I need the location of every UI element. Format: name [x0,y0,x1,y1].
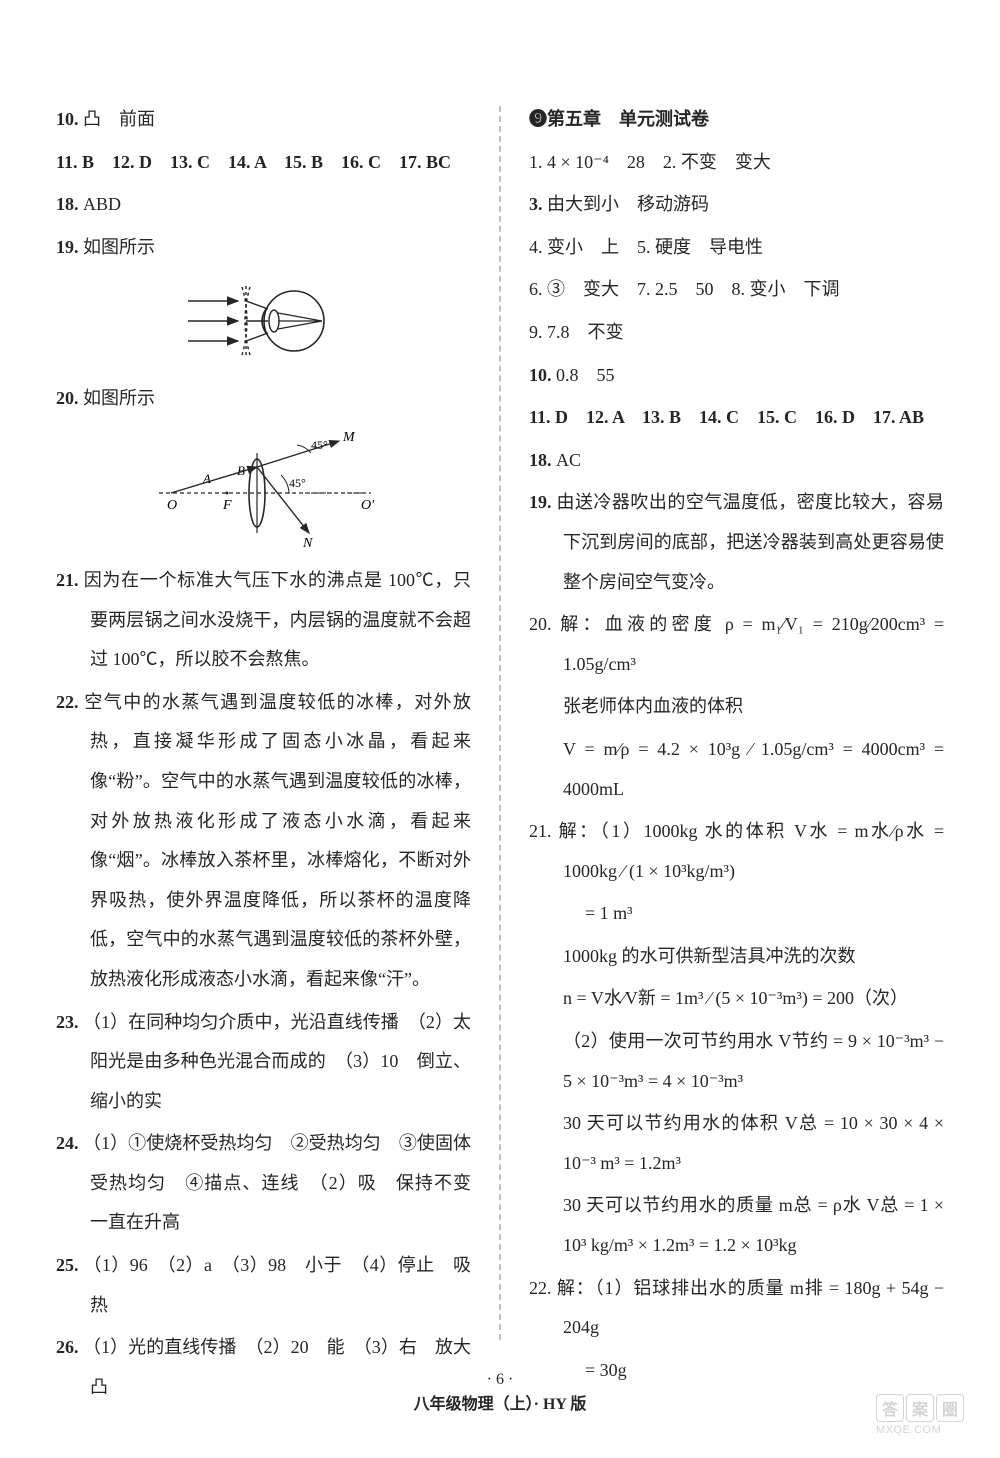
answer-text: AC [556,450,581,470]
answers-6-8: 6. ③ 变大 7. 2.5 50 8. 变小 下调 [529,270,944,310]
answer-20r-b: 张老师体内血液的体积 [529,687,944,727]
answer-18: 18. ABD [56,185,471,225]
watermark-url: MXQE.COM [876,1424,964,1436]
label-N: N [302,536,313,551]
answer-text: （1）96 （2）a （3）98 小于 （4）停止 吸热 [83,1255,471,1315]
answer-number: 10. [529,365,552,385]
watermark: 答 案 圈 MXQE.COM [876,1394,964,1436]
watermark-chars: 答 案 圈 [876,1394,964,1422]
answer-21: 21. 因为在一个标准大气压下水的沸点是 100℃，只要两层锅之间水没烧干，内层… [56,561,471,680]
page-number: · 6 · [0,1367,1000,1393]
answer-24: 24. （1）①使烧杯受热均匀 ②受热均匀 ③使固体受热均匀 ④描点、连线 （2… [56,1124,471,1243]
answer-text: 由大到小 移动游码 [547,194,709,214]
answer-number: 3. [529,194,543,214]
answer-number: 10. [56,109,79,129]
answer-21r-c: 1000kg 的水可供新型洁具冲洗的次数 [529,937,944,977]
label-45-lower: 45° [289,476,306,490]
answer-22: 22. 空气中的水蒸气遇到温度较低的冰棒，对外放热，直接凝华形成了固态小冰晶，看… [56,683,471,1000]
left-column: 10. 凸 前面 11. B 12. D 13. C 14. A 15. B 1… [56,100,471,1340]
answers-11-17r: 11. D 12. A 13. B 14. C 15. C 16. D 17. … [529,398,944,438]
answer-21r-e: （2）使用一次可节约用水 V节约 = 9 × 10⁻³m³ − 5 × 10⁻³… [529,1022,944,1101]
answer-text: 凸 前面 [83,109,155,129]
chapter-title: ❾第五章 单元测试卷 [529,100,944,140]
wm-char-1: 答 [876,1394,904,1422]
figure-20-lens-diagram: O F O′ A B 45° 45° [56,423,471,553]
answer-18r: 18. AC [529,441,944,481]
answers-4-5: 4. 变小 上 5. 硬度 导电性 [529,228,944,268]
answer-21r-d: n = V水⁄V新 = 1m³ ⁄ (5 × 10⁻³m³) = 200（次） [529,979,944,1019]
answer-text: 如图所示 [83,237,155,257]
page: 10. 凸 前面 11. B 12. D 13. C 14. A 15. B 1… [0,0,1000,1458]
label-F: F [222,498,232,513]
label-Oprime: O′ [361,498,375,513]
answer-20r-a: 20. 解：血液的密度 ρ = m₁⁄V₁ = 210g⁄200cm³ = 1.… [529,605,944,684]
book-title: 八年级物理（上）· HY 版 [0,1392,1000,1418]
answer-number: 19. [529,492,552,512]
column-divider [499,106,501,1340]
answer-number: 21. [56,570,79,590]
answer-19: 19. 如图所示 [56,228,471,268]
label-O: O [167,498,177,513]
answer-text: （1）①使烧杯受热均匀 ②受热均匀 ③使固体受热均匀 ④描点、连线 （2）吸 保… [83,1133,489,1232]
figure-19-eye-lens [56,271,471,371]
wm-char-3: 圈 [936,1394,964,1422]
answer-20r-c: V = m⁄ρ = 4.2 × 10³g ⁄ 1.05g/cm³ = 4000c… [529,730,944,809]
lens-diagram-svg: O F O′ A B 45° 45° [139,423,389,553]
answer-text: 因为在一个标准大气压下水的沸点是 100℃，只要两层锅之间水没烧干，内层锅的温度… [84,570,471,669]
right-column: ❾第五章 单元测试卷 1. 4 × 10⁻⁴ 28 2. 不变 变大 3. 由大… [529,100,944,1340]
answer-10r: 10. 0.8 55 [529,356,944,396]
answer-22r-a: 22. 解：（1）铝球排出水的质量 m排 = 180g + 54g − 204g [529,1269,944,1348]
page-footer: · 6 · 八年级物理（上）· HY 版 [0,1367,1000,1418]
label-M: M [342,430,356,445]
answer-25: 25. （1）96 （2）a （3）98 小于 （4）停止 吸热 [56,1246,471,1325]
answer-3: 3. 由大到小 移动游码 [529,185,944,225]
two-column-layout: 10. 凸 前面 11. B 12. D 13. C 14. A 15. B 1… [56,100,944,1340]
answer-text: 空气中的水蒸气遇到温度较低的冰棒，对外放热，直接凝华形成了固态小冰晶，看起来像“… [84,692,471,989]
answer-number: 23. [56,1012,79,1032]
answers-1-2: 1. 4 × 10⁻⁴ 28 2. 不变 变大 [529,143,944,183]
answer-23: 23. （1）在同种均匀介质中，光沿直线传播 （2）太阳光是由多种色光混合而成的… [56,1003,471,1122]
answer-text: 如图所示 [83,388,155,408]
answer-20: 20. 如图所示 [56,379,471,419]
answer-10: 10. 凸 前面 [56,100,471,140]
answer-21r-g: 30 天可以节约用水的质量 m总 = ρ水 V总 = 1 × 10³ kg/m³… [529,1186,944,1265]
eye-lens-svg [184,271,344,371]
answer-text: 由送冷器吹出的空气温度低，密度比较大，容易下沉到房间的底部，把送冷器装到高处更容… [556,492,944,591]
answer-19r: 19. 由送冷器吹出的空气温度低，密度比较大，容易下沉到房间的底部，把送冷器装到… [529,483,944,602]
answer-21r-a: 21. 解：（1）1000kg 水的体积 V水 = m水⁄ρ水 = 1000kg… [529,812,944,891]
answer-text: 0.8 55 [556,365,615,385]
answer-number: 18. [56,194,79,214]
answers-11-17: 11. B 12. D 13. C 14. A 15. B 16. C 17. … [56,143,471,183]
answer-number: 18. [529,450,552,470]
answer-9: 9. 7.8 不变 [529,313,944,353]
answer-text: ABD [83,194,121,214]
answer-number: 20. [56,388,79,408]
answer-number: 26. [56,1337,79,1357]
answer-21r-f: 30 天可以节约用水的体积 V总 = 10 × 30 × 4 × 10⁻³ m³… [529,1104,944,1183]
answer-number: 19. [56,237,79,257]
answer-21r-b: = 1 m³ [529,894,944,934]
answer-number: 22. [56,692,79,712]
answer-number: 25. [56,1255,79,1275]
answer-text: （1）在同种均匀介质中，光沿直线传播 （2）太阳光是由多种色光混合而成的 （3）… [83,1012,471,1111]
wm-char-2: 案 [906,1394,934,1422]
answer-number: 24. [56,1133,79,1153]
label-45-upper: 45° [311,438,328,452]
